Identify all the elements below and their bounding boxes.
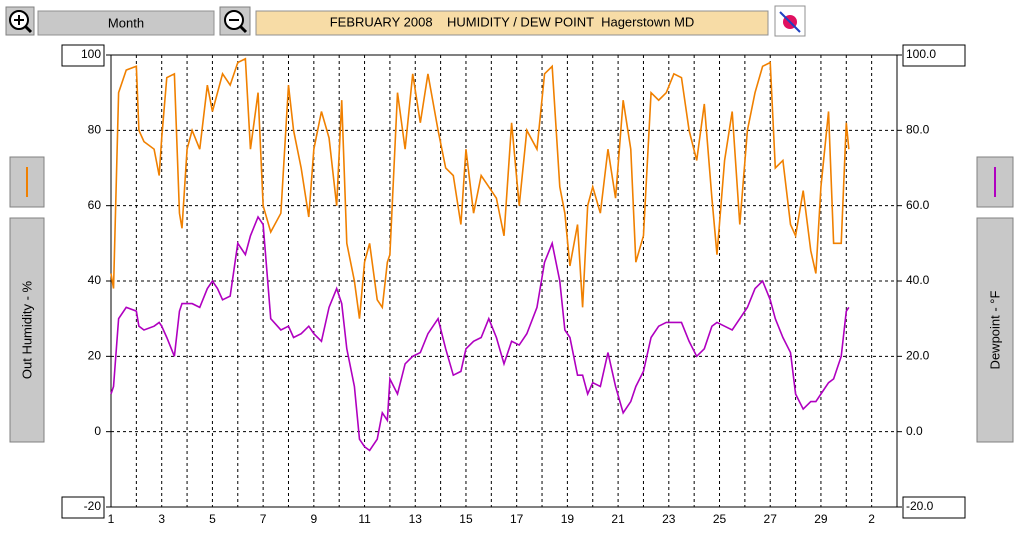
x-tick-label: 19 <box>561 512 575 526</box>
y2-tick-label: 80.0 <box>906 123 930 137</box>
x-tick-label: 3 <box>158 512 165 526</box>
y-tick-label: 40 <box>88 273 102 287</box>
zoom-in-button[interactable] <box>5 6 35 36</box>
x-tick-label: 9 <box>310 512 317 526</box>
x-tick-label: 1 <box>108 512 115 526</box>
title-box <box>255 10 769 36</box>
x-tick-label: 29 <box>814 512 828 526</box>
y-axis-label: Out Humidity - % <box>19 280 34 379</box>
tick-label-box <box>61 496 105 519</box>
y2-axis-label: Dewpoint - °F <box>987 290 1002 369</box>
x-tick-label: 7 <box>260 512 267 526</box>
x-tick-label: 25 <box>713 512 727 526</box>
y-tick-label: 20 <box>88 349 102 363</box>
series-line <box>110 215 850 452</box>
tick-label-box <box>61 44 105 67</box>
series-line <box>110 57 850 319</box>
x-tick-label: 5 <box>209 512 216 526</box>
y-tick-label: 60 <box>88 198 102 212</box>
x-tick-label: 13 <box>409 512 423 526</box>
right-axis-panel <box>976 217 1014 443</box>
tick-label-box <box>902 44 966 67</box>
right-color-button[interactable] <box>976 156 1014 208</box>
y2-tick-label: 100.0 <box>906 47 936 61</box>
y2-tick-label: -20.0 <box>906 499 934 513</box>
y2-tick-label: 40.0 <box>906 273 930 287</box>
tick-label-box <box>902 496 966 519</box>
x-tick-label: 27 <box>764 512 778 526</box>
period-label: Month <box>108 15 144 30</box>
print-button[interactable] <box>774 5 806 37</box>
zoom-out-button[interactable] <box>219 6 251 36</box>
chart-title: FEBRUARY 2008 HUMIDITY / DEW POINT Hager… <box>330 14 695 29</box>
y2-tick-label: 60.0 <box>906 198 930 212</box>
x-tick-label: 21 <box>611 512 625 526</box>
left-axis-panel <box>9 217 45 443</box>
y-tick-label: 0 <box>94 424 101 438</box>
y-tick-label: 80 <box>88 123 102 137</box>
x-tick-label: 15 <box>459 512 473 526</box>
x-tick-label: 11 <box>358 512 371 526</box>
y2-tick-label: 20.0 <box>906 349 930 363</box>
period-dropdown[interactable] <box>37 10 215 36</box>
x-tick-label: 17 <box>510 512 524 526</box>
x-tick-label: 2 <box>868 512 875 526</box>
x-tick-label: 23 <box>662 512 676 526</box>
y-tick-label: 100 <box>81 47 101 61</box>
y2-tick-label: 0.0 <box>906 424 923 438</box>
left-color-button[interactable] <box>9 156 45 208</box>
y-tick-label: -20 <box>84 499 102 513</box>
